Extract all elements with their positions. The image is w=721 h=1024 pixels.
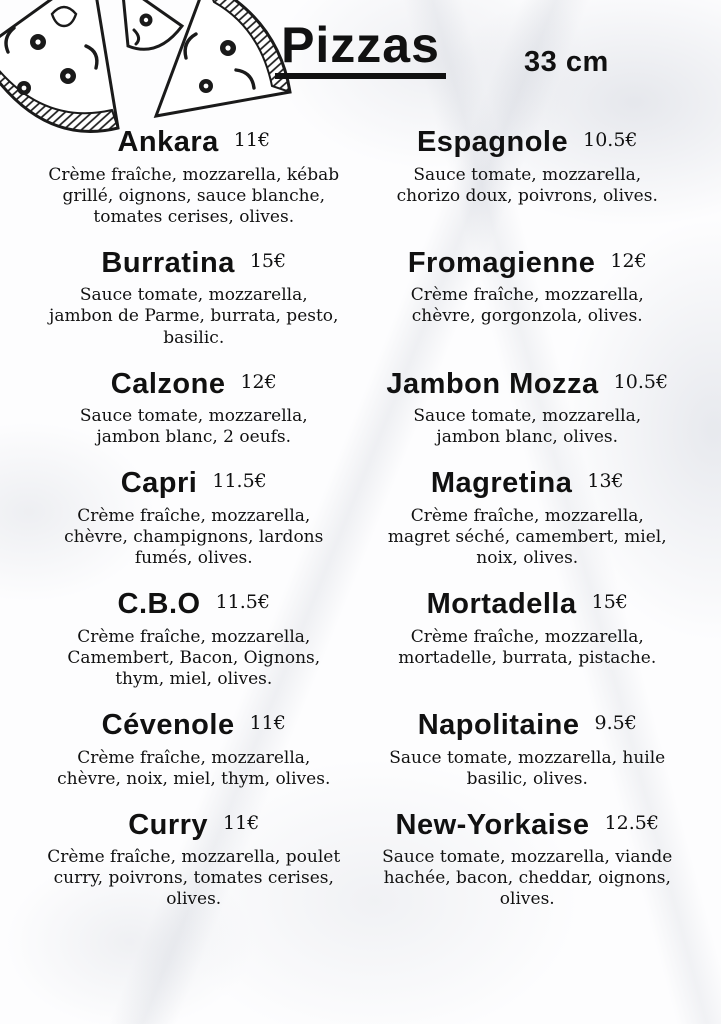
menu-item-ankara: Ankara 11€ Crème fraîche, mozzarella, ké…: [40, 126, 348, 228]
pizza-name: Ankara: [117, 126, 219, 158]
pizza-description: Crème fraîche, mozzarella, mortadelle, b…: [398, 626, 657, 668]
pizza-size-label: 33 cm: [524, 46, 609, 78]
menu-item-calzone: Calzone 12€ Sauce tomate, mozzarella, ja…: [40, 367, 348, 449]
pizza-price: 11€: [233, 129, 271, 151]
pizza-name: Calzone: [110, 367, 226, 400]
menu-item-magretina: Magretina 13€ Crème fraîche, mozzarella,…: [374, 469, 682, 569]
pizza-name: Cévenole: [101, 708, 235, 741]
pizza-price: 11.5€: [215, 591, 270, 614]
pizza-price: 15€: [249, 249, 287, 272]
menu-item-fromagienne: Fromagienne 12€ Crème fraîche, mozzarell…: [374, 246, 682, 328]
pizza-slice-right-icon: [153, 0, 292, 118]
menu-item-new-yorkaise: New-Yorkaise 12.5€ Sauce tomate, mozzare…: [374, 808, 682, 911]
pizza-price: 11.5€: [212, 470, 267, 493]
menu-item-capri: Capri 11.5€ Crème fraîche, mozzarella, c…: [40, 469, 348, 569]
pizza-slice-middle-icon: [122, 0, 185, 51]
pizza-price: 11€: [249, 711, 286, 734]
pizza-price: 10.5€: [613, 370, 669, 393]
pizza-description: Sauce tomate, mozzarella, jambon de Parm…: [49, 285, 339, 348]
pizza-description: Crème fraîche, mozzarella, magret séché,…: [387, 505, 667, 569]
pizza-description: Crème fraîche, mozzarella, kébab grillé,…: [48, 164, 340, 227]
menu-item-mortadella: Mortadella 15€ Crème fraîche, mozzarella…: [374, 590, 682, 669]
pizza-price: 12€: [610, 249, 647, 272]
pizza-description: Crème fraîche, mozzarella, poulet curry,…: [47, 847, 341, 910]
pizza-description: Sauce tomate, mozzarella, huile basilic,…: [389, 747, 666, 789]
menu-grid: Ankara 11€ Crème fraîche, mozzarella, ké…: [40, 126, 682, 911]
menu-item-espagnole: Espagnole 10.5€ Sauce tomate, mozzarella…: [374, 126, 682, 207]
menu-item-curry: Curry 11€ Crème fraîche, mozzarella, pou…: [40, 808, 348, 911]
pizza-price: 13€: [587, 470, 624, 493]
pizza-price: 12€: [240, 370, 277, 393]
pizza-price: 10.5€: [583, 129, 638, 151]
pizza-name: Burratina: [101, 246, 235, 279]
pizza-description: Crème fraîche, mozzarella, chèvre, gorgo…: [410, 285, 644, 327]
menu-header: Pizzas 33 cm: [0, 0, 721, 79]
pizza-price: 12.5€: [604, 811, 659, 834]
pizza-price: 11€: [223, 811, 260, 834]
menu-item-jambon-mozza: Jambon Mozza 10.5€ Sauce tomate, mozzare…: [374, 367, 682, 449]
pizza-name: Espagnole: [416, 126, 569, 158]
pizza-name: Capri: [120, 467, 198, 500]
pizza-name: Curry: [128, 808, 209, 841]
page-title: Pizzas: [275, 20, 446, 79]
pizza-name: New-Yorkaise: [395, 808, 590, 841]
pizza-description: Sauce tomate, mozzarella, viande hachée,…: [382, 847, 673, 910]
menu-item-burratina: Burratina 15€ Sauce tomate, mozzarella, …: [40, 246, 348, 349]
pizza-name: C.B.O: [117, 588, 201, 621]
pizza-price: 15€: [591, 591, 628, 614]
menu-item-napolitaine: Napolitaine 9.5€ Sauce tomate, mozzarell…: [374, 708, 682, 790]
pizza-description: Crème fraîche, mozzarella, chèvre, noix,…: [57, 747, 331, 789]
pizza-description: Sauce tomate, mozzarella, chorizo doux, …: [396, 164, 658, 206]
pizza-name: Jambon Mozza: [386, 367, 599, 400]
pizza-price: 9.5€: [594, 711, 637, 734]
pizza-name: Fromagienne: [407, 246, 596, 279]
menu-item-cbo: C.B.O 11.5€ Crème fraîche, mozzarella, C…: [40, 590, 348, 690]
pizza-description: Crème fraîche, mozzarella, Camembert, Ba…: [67, 626, 321, 689]
pizza-description: Sauce tomate, mozzarella, jambon blanc, …: [79, 406, 308, 448]
pizza-name: Magretina: [430, 467, 573, 500]
pizza-name: Mortadella: [426, 588, 577, 621]
pizza-description: Sauce tomate, mozzarella, jambon blanc, …: [413, 406, 642, 448]
pizza-description: Crème fraîche, mozzarella, chèvre, champ…: [64, 505, 324, 569]
pizza-slice-left-icon: [0, 0, 120, 133]
pizza-name: Napolitaine: [417, 708, 580, 741]
menu-item-cevenole: Cévenole 11€ Crème fraîche, mozzarella, …: [40, 708, 348, 790]
pizza-slices-illustration: [0, 0, 292, 133]
